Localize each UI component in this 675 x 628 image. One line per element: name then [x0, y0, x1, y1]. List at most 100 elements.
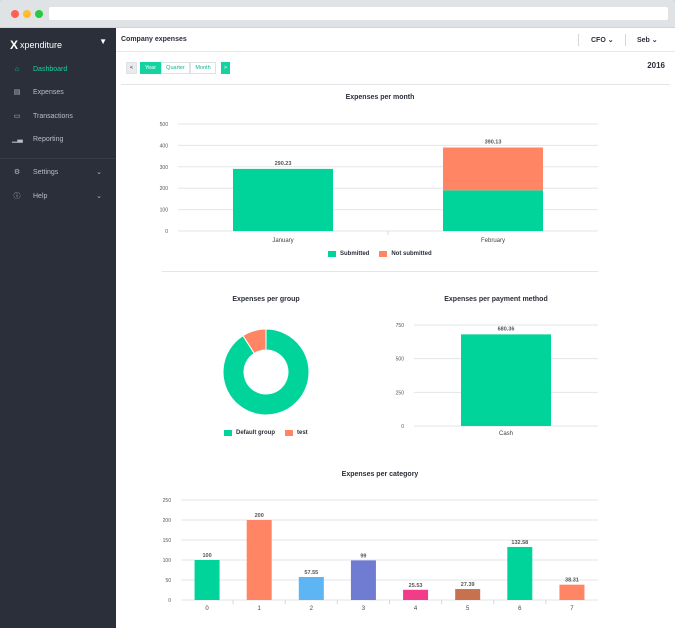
legend-label: Not submitted — [391, 251, 432, 257]
role-menu-label: CFO — [591, 37, 606, 44]
y-tick-label: 50 — [165, 578, 171, 584]
y-tick-label: 100 — [160, 208, 169, 214]
bar-submitted — [443, 190, 543, 231]
legend-item-submitted[interactable]: Submitted — [328, 251, 369, 257]
credit-card-icon: ▭ — [13, 113, 21, 120]
sidebar-item-reporting[interactable]: ▁▃ Reporting — [0, 129, 116, 149]
data-label: 100 — [202, 553, 211, 559]
sidebar-item-label: Reporting — [33, 135, 64, 143]
legend-item-test[interactable]: test — [285, 430, 308, 436]
x-tick-label: 2 — [310, 606, 314, 612]
close-window-dot[interactable] — [11, 10, 19, 18]
chart-expenses-per-month: 0 100 200 300 400 500 290.23 January 390.13 Febru… — [160, 122, 598, 244]
data-label: 38.31 — [565, 578, 579, 584]
x-tick-label: January — [272, 238, 293, 244]
brand-name: xpenditure — [20, 40, 63, 50]
legend-item-default-group[interactable]: Default group — [224, 430, 275, 436]
y-tick-label: 150 — [163, 538, 172, 544]
legend-swatch — [379, 251, 388, 257]
data-label: 680.36 — [498, 326, 515, 332]
x-tick-label: 6 — [518, 606, 522, 612]
next-period-button[interactable]: > — [221, 62, 230, 74]
period-year-tab[interactable]: Year — [140, 62, 161, 74]
role-menu[interactable]: CFO ⌄ — [591, 36, 614, 44]
legend-item-not-submitted[interactable]: Not submitted — [379, 251, 432, 257]
sidebar-divider — [0, 158, 116, 159]
data-label: 57.55 — [304, 570, 318, 576]
divider — [162, 271, 598, 272]
data-label: 290.23 — [275, 161, 292, 167]
bar-category-5 — [455, 589, 481, 600]
y-tick-label: 400 — [160, 143, 169, 149]
y-tick-label: 0 — [401, 424, 404, 430]
current-year: 2016 — [647, 61, 665, 70]
donut-slice-default-group — [222, 328, 310, 416]
brand-logo[interactable]: X xpenditure — [10, 33, 62, 57]
x-tick-label: 0 — [205, 606, 209, 612]
sidebar-item-transactions[interactable]: ▭ Transactions — [0, 106, 116, 126]
bar-category-4 — [403, 589, 429, 600]
legend-label: test — [297, 430, 308, 436]
user-menu[interactable]: Seb ⌄ — [637, 36, 658, 44]
dashboard-content: < Year Quarter Month > 2016 Expenses per… — [116, 52, 675, 628]
minimize-window-dot[interactable] — [23, 10, 31, 18]
chart-title-payment: Expenses per payment method — [444, 296, 548, 303]
sidebar-item-help[interactable]: ⓘ Help ⌄ — [0, 186, 116, 206]
gear-icon: ⚙ — [13, 169, 21, 176]
legend-swatch — [224, 430, 232, 436]
data-label: 27.39 — [461, 582, 475, 588]
data-label: 25.53 — [409, 583, 423, 589]
legend-swatch — [328, 251, 336, 257]
legend-month: Submitted Not submitted — [328, 251, 442, 257]
help-icon: ⓘ — [13, 193, 21, 200]
x-tick-label: 5 — [466, 606, 470, 612]
chart-expenses-per-group — [222, 328, 310, 416]
divider — [578, 34, 579, 46]
x-tick-label: 4 — [414, 606, 418, 612]
sidebar-item-expenses[interactable]: ▤ Expenses — [0, 82, 116, 102]
legend-label: Default group — [236, 430, 275, 436]
address-bar[interactable] — [49, 7, 668, 20]
y-tick-label: 200 — [160, 186, 169, 192]
period-quarter-tab[interactable]: Quarter — [161, 62, 190, 74]
sidebar-item-settings[interactable]: ⚙ Settings ⌄ — [0, 162, 116, 182]
page-title: Company expenses — [121, 36, 187, 43]
pin-icon[interactable]: ▼ — [99, 37, 107, 46]
y-tick-label: 0 — [165, 229, 168, 235]
y-tick-label: 300 — [160, 165, 169, 171]
bar-category-1 — [246, 520, 272, 600]
chart-title-month: Expenses per month — [345, 94, 415, 101]
chart-title-category: Expenses per category — [341, 471, 419, 478]
data-label: 132.58 — [511, 540, 528, 546]
data-label: 390.13 — [485, 140, 502, 146]
user-menu-label: Seb — [637, 37, 650, 44]
chart-expenses-per-payment-method: 0 250 500 750 680.36 Cash — [396, 323, 598, 437]
divider — [121, 84, 670, 85]
legend-label: Submitted — [340, 251, 370, 257]
x-tick-label: Cash — [499, 431, 513, 437]
sidebar-item-label: Help — [33, 192, 48, 200]
prev-period-button[interactable]: < — [126, 62, 137, 74]
y-tick-label: 0 — [168, 598, 171, 604]
y-tick-label: 250 — [396, 390, 405, 396]
x-tick-label: February — [481, 238, 505, 244]
bar-cash — [461, 334, 551, 426]
bar-category-0 — [194, 560, 220, 600]
chart-title-group: Expenses per group — [232, 296, 300, 303]
document-icon: ▤ — [13, 89, 21, 96]
sidebar-item-label: Expenses — [33, 88, 64, 96]
bar-category-3 — [350, 560, 376, 600]
maximize-window-dot[interactable] — [35, 10, 43, 18]
x-tick-label: 7 — [570, 606, 574, 612]
y-tick-label: 250 — [163, 498, 172, 504]
legend-group: Default group test — [224, 430, 318, 436]
sidebar: X xpenditure ▼ ⌂ Dashboard ▤ Expenses ▭ … — [0, 28, 116, 628]
chevron-down-icon: ⌄ — [651, 37, 658, 44]
x-tick-label: 1 — [258, 606, 262, 612]
period-month-tab[interactable]: Month — [190, 62, 216, 74]
sidebar-item-label: Transactions — [33, 112, 73, 120]
sidebar-item-dashboard[interactable]: ⌂ Dashboard — [0, 59, 116, 79]
y-tick-label: 100 — [163, 558, 172, 564]
top-bar: Company expenses CFO ⌄ Seb ⌄ — [116, 28, 675, 52]
bar-chart-icon: ▁▃ — [12, 136, 23, 143]
